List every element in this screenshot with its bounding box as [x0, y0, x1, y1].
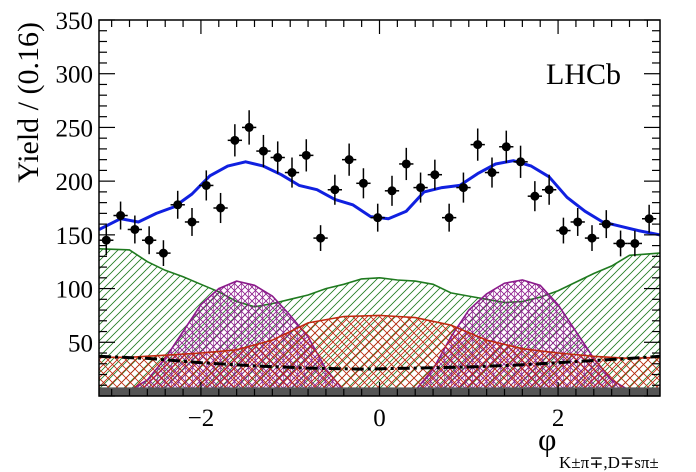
data-point [470, 128, 485, 161]
y-tick-label: 150 [56, 223, 94, 250]
data-point [642, 204, 657, 233]
plot-area [99, 110, 660, 396]
fit-components [99, 248, 660, 396]
data-point [113, 201, 128, 230]
component-line-3 [99, 354, 660, 371]
data-point [270, 141, 285, 174]
y-tick-label: 250 [56, 115, 94, 142]
y-tick-label: 350 [56, 8, 94, 35]
data-point [142, 226, 157, 255]
data-point [342, 143, 357, 176]
data-point [170, 190, 185, 219]
data-point [356, 168, 371, 199]
data-point [513, 145, 528, 178]
y-tick-label: 300 [56, 62, 94, 89]
data-point [284, 157, 300, 188]
data-point [313, 225, 328, 251]
x-tick-label: 2 [552, 405, 565, 432]
x-tick-label: 0 [373, 405, 386, 432]
data-point [370, 203, 385, 232]
data-point [599, 210, 614, 239]
data-point [127, 215, 142, 244]
data-point [442, 203, 457, 232]
data-point [413, 172, 428, 203]
data-point [570, 208, 585, 236]
data-point [384, 175, 400, 206]
data-point [627, 230, 642, 257]
x-axis-title: φ K±π∓,D∓sπ± [538, 421, 659, 472]
data-point [99, 225, 114, 256]
data-point [484, 157, 500, 188]
x-axis-title-subscript: K±π∓,D∓sπ± [559, 453, 659, 472]
data-point [399, 147, 414, 181]
y-tick-label: 50 [68, 330, 93, 357]
data-point [299, 139, 314, 172]
data-point [242, 110, 257, 145]
data-point [213, 192, 228, 224]
data-point [327, 174, 342, 205]
component-outline-0 [99, 248, 660, 308]
data-points-layer [99, 110, 657, 267]
y-tick-label: 200 [56, 169, 94, 196]
x-tick-label: −2 [188, 405, 215, 432]
data-point [199, 170, 214, 201]
y-axis-title: Yield / (0.16) [12, 22, 45, 183]
data-point [184, 208, 200, 236]
component-area-2 [99, 315, 660, 396]
data-point [156, 240, 171, 267]
data-point [456, 172, 471, 203]
x-axis-title-symbol: φ [538, 421, 556, 457]
data-point [227, 124, 242, 157]
data-point [556, 217, 571, 244]
data-point [527, 181, 542, 212]
data-point [613, 230, 628, 257]
data-point [499, 130, 514, 163]
data-point [427, 159, 442, 190]
component-outline-2 [99, 314, 660, 360]
lhcb-annotation: LHCb [546, 58, 621, 91]
data-point [584, 225, 600, 251]
data-point [542, 174, 557, 205]
data-point [256, 134, 271, 168]
y-tick-label: 100 [56, 277, 94, 304]
